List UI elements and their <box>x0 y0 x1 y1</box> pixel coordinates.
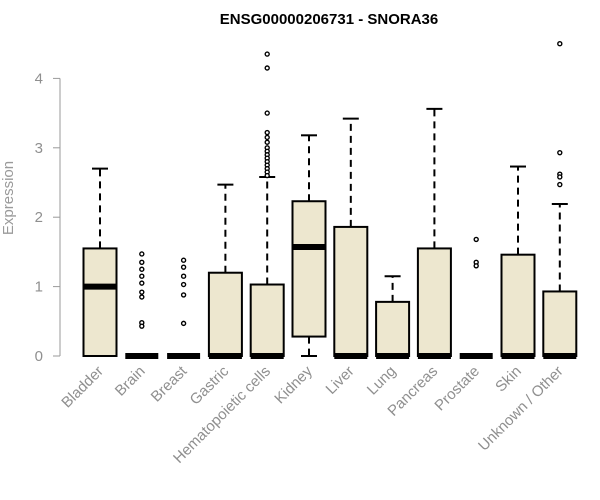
outlier-2-3 <box>180 281 187 288</box>
x-tick-label-10: Skin <box>492 363 525 396</box>
outlier-1-8 <box>139 323 145 329</box>
x-tick-label-2: Breast <box>148 362 191 405</box>
outlier-2-1 <box>180 264 187 270</box>
box-rect-10 <box>500 253 536 357</box>
y-axis: 0 1 2 3 4 <box>35 70 61 365</box>
box-rect-5 <box>291 200 327 338</box>
box-9 <box>459 236 493 359</box>
x-tick-label-9: Prostate <box>431 363 483 415</box>
y-tick-label-1: 1 <box>35 279 43 296</box>
box-8 <box>416 107 452 359</box>
outlier-9-2 <box>473 263 479 269</box>
outlier-11-3 <box>557 174 563 180</box>
outlier-11-0 <box>557 41 563 47</box>
box-2 <box>167 257 201 359</box>
x-tick-label-7: Lung <box>364 363 400 399</box>
outlier-1-2 <box>139 266 145 272</box>
x-tick-label-5: Kidney <box>271 362 316 407</box>
box-7 <box>375 275 411 359</box>
box-rect-4 <box>249 283 285 358</box>
box-10 <box>500 165 536 359</box>
outlier-1-3 <box>139 273 145 279</box>
outlier-4-14 <box>264 172 270 179</box>
outlier-2-2 <box>180 273 187 279</box>
box-rect-11 <box>542 290 578 358</box>
box-rect-0 <box>82 247 118 357</box>
outlier-4-3 <box>264 129 270 136</box>
box-0 <box>82 167 118 357</box>
box-6 <box>333 117 369 359</box>
box-3 <box>207 183 243 359</box>
outlier-11-4 <box>557 181 563 188</box>
outlier-1-0 <box>139 251 145 257</box>
box-rect-7 <box>375 300 411 358</box>
y-tick-label-3: 3 <box>35 140 43 157</box>
box-11 <box>542 41 578 359</box>
box-1 <box>125 251 159 359</box>
y-axis-label: Expression <box>0 161 17 235</box>
outlier-4-2 <box>264 110 270 116</box>
y-tick-label-4: 4 <box>35 70 43 87</box>
box-group <box>82 41 578 359</box>
outlier-4-5 <box>264 139 270 145</box>
outlier-2-4 <box>180 292 187 298</box>
outlier-4-4 <box>264 134 270 141</box>
y-tick-label-2: 2 <box>35 209 43 226</box>
outlier-4-0 <box>264 51 270 57</box>
x-tick-label-6: Liver <box>323 363 358 398</box>
box-4 <box>249 51 285 359</box>
outlier-1-6 <box>139 294 145 300</box>
x-tick-label-1: Brain <box>112 363 149 400</box>
outlier-1-4 <box>139 280 145 286</box>
box-rect-8 <box>416 247 452 357</box>
x-tick-label-0: Bladder <box>58 363 107 412</box>
outlier-2-5 <box>180 320 187 327</box>
outlier-11-1 <box>557 149 563 156</box>
outlier-2-0 <box>180 257 187 263</box>
outlier-9-0 <box>473 236 479 243</box>
y-tick-label-0: 0 <box>35 348 43 365</box>
outlier-4-1 <box>264 65 270 71</box>
chart-title: ENSG00000206731 - SNORA36 <box>220 11 438 28</box>
outlier-1-5 <box>139 289 145 295</box>
box-rect-6 <box>333 225 369 357</box>
box-5 <box>291 134 327 357</box>
outlier-1-1 <box>139 259 145 266</box>
box-rect-3 <box>207 271 243 357</box>
